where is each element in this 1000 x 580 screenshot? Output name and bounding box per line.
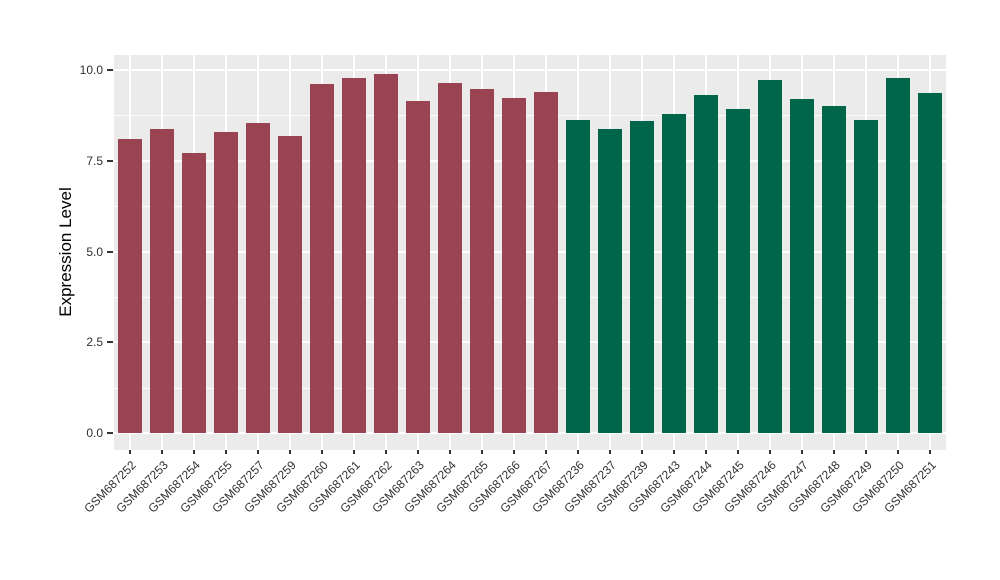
bar-GSM687251 <box>918 92 942 433</box>
x-tick-mark <box>577 450 579 454</box>
y-tick-mark <box>107 159 113 162</box>
x-tick-mark <box>545 450 547 454</box>
x-tick-mark <box>865 450 867 454</box>
bar-GSM687236 <box>566 120 590 433</box>
y-tick-mark <box>107 250 113 253</box>
bar-GSM687253 <box>150 129 174 433</box>
x-tick-mark <box>737 450 739 454</box>
x-tick-mark <box>385 450 387 454</box>
x-tick-mark <box>897 450 899 454</box>
bar-GSM687254 <box>182 153 206 433</box>
gridline-minor <box>114 387 946 389</box>
y-tick-label: 7.5 <box>86 153 103 168</box>
x-tick-mark <box>321 450 323 454</box>
gridline-minor <box>114 296 946 298</box>
bar-GSM687263 <box>406 100 430 433</box>
gridline-minor <box>114 115 946 117</box>
x-tick-mark <box>481 450 483 454</box>
bar-GSM687245 <box>726 108 750 433</box>
bar-GSM687246 <box>758 80 782 433</box>
bar-GSM687261 <box>342 77 366 433</box>
bar-GSM687243 <box>662 113 686 433</box>
y-tick-label: 5.0 <box>86 244 103 259</box>
gridline-major <box>114 69 946 71</box>
x-tick-mark <box>705 450 707 454</box>
x-tick-mark <box>513 450 515 454</box>
gridline-major <box>114 432 946 434</box>
y-tick-mark <box>107 432 113 434</box>
x-tick-mark <box>641 450 643 454</box>
x-tick-mark <box>257 450 259 454</box>
bar-GSM687264 <box>438 83 462 433</box>
bar-GSM687259 <box>278 136 302 433</box>
bar-GSM687267 <box>534 92 558 433</box>
y-tick-label: 2.5 <box>86 335 103 350</box>
gridline-minor <box>114 206 946 208</box>
x-tick-mark <box>193 450 195 454</box>
x-tick-mark <box>417 450 419 454</box>
bar-GSM687252 <box>118 138 142 433</box>
x-tick-mark <box>801 450 803 454</box>
x-tick-mark <box>769 450 771 454</box>
x-tick-mark <box>929 450 931 454</box>
bar-GSM687249 <box>854 120 878 433</box>
bar-GSM687248 <box>822 105 846 433</box>
y-tick-mark <box>107 69 113 71</box>
y-tick-mark <box>107 341 113 344</box>
bar-GSM687250 <box>886 77 910 433</box>
bar-GSM687265 <box>470 88 494 433</box>
bar-GSM687257 <box>246 122 270 433</box>
bar-GSM687244 <box>694 95 718 433</box>
x-tick-mark <box>225 450 227 454</box>
gridline-major <box>114 250 946 253</box>
x-tick-mark <box>289 450 291 454</box>
y-tick-label: 0.0 <box>86 426 103 440</box>
gridline-major <box>114 341 946 344</box>
bar-GSM687255 <box>214 132 238 433</box>
y-tick-label: 10.0 <box>79 63 103 77</box>
bar-GSM687266 <box>502 97 526 433</box>
x-tick-mark <box>353 450 355 454</box>
x-tick-mark <box>609 450 611 454</box>
bar-GSM687260 <box>310 84 334 433</box>
bar-GSM687237 <box>598 129 622 433</box>
x-tick-mark <box>673 450 675 454</box>
bar-GSM687239 <box>630 120 654 433</box>
x-tick-mark <box>833 450 835 454</box>
gridline-major <box>114 159 946 162</box>
plot-panel <box>114 55 946 450</box>
bar-GSM687262 <box>374 73 398 433</box>
x-tick-mark <box>129 450 131 454</box>
x-tick-mark <box>449 450 451 454</box>
x-tick-mark <box>161 450 163 454</box>
bar-GSM687247 <box>790 99 814 433</box>
